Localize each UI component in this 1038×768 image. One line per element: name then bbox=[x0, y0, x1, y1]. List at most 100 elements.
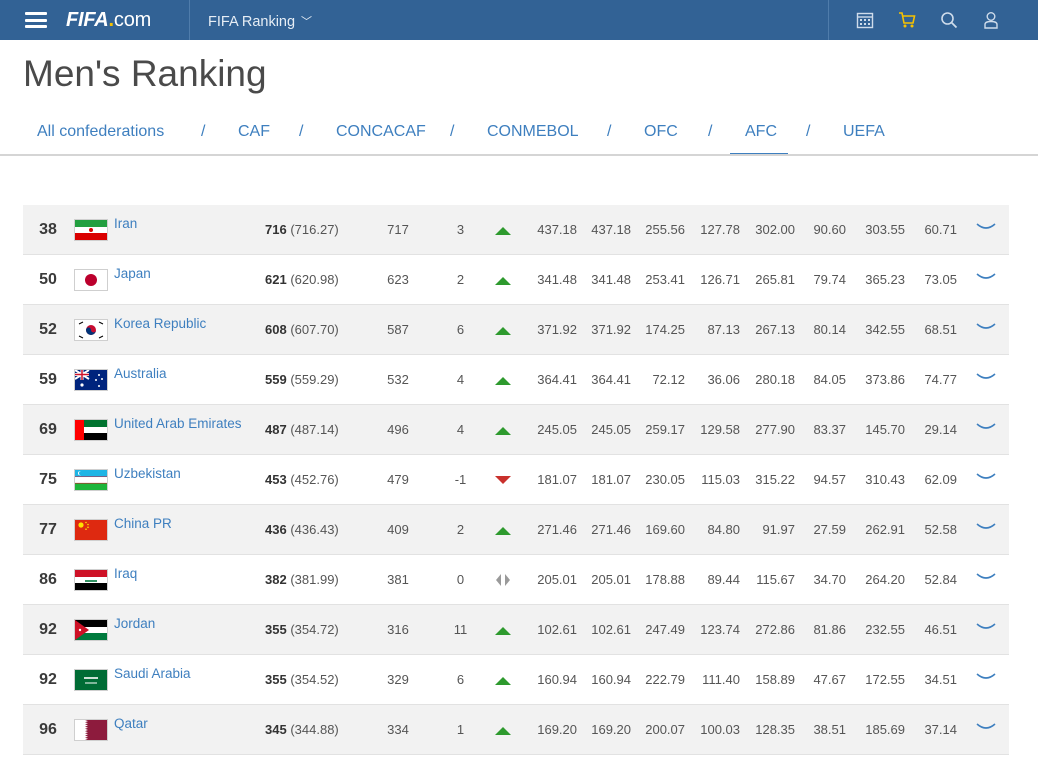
team-name-link[interactable]: Iraq bbox=[114, 566, 138, 581]
team-name-link[interactable]: China PR bbox=[114, 516, 172, 531]
table-row[interactable]: 77 China PR 436 (436.43) 409 2 271.46 27… bbox=[23, 505, 1009, 555]
total-points: 608 (607.70) bbox=[265, 305, 339, 355]
table-row[interactable]: 59 Australia 559 (559.29) 532 4 364.41 3… bbox=[23, 355, 1009, 405]
table-row[interactable]: 38 Iran 716 (716.27) 717 3 437.18 437.18… bbox=[23, 205, 1009, 255]
score-column-5: 158.89 bbox=[755, 672, 795, 687]
rank-up-arrow-icon bbox=[495, 327, 511, 335]
score-column-1: 245.05 bbox=[537, 422, 577, 437]
fifa-logo[interactable]: FIFA.com bbox=[66, 9, 152, 31]
score-column-4: 126.71 bbox=[700, 272, 740, 287]
previous-points: 409 bbox=[387, 522, 409, 537]
score-column-7: 303.55 bbox=[865, 222, 905, 237]
cart-icon[interactable] bbox=[898, 11, 916, 29]
chevron-down-icon[interactable] bbox=[974, 621, 998, 635]
score-column-2: 160.94 bbox=[591, 672, 631, 687]
score-column-2: 371.92 bbox=[591, 322, 631, 337]
hamburger-menu-icon[interactable] bbox=[25, 12, 47, 28]
score-column-8: 60.71 bbox=[924, 222, 957, 237]
chevron-down-icon[interactable] bbox=[974, 571, 998, 585]
score-column-6: 94.57 bbox=[813, 472, 846, 487]
table-row[interactable]: 50 Japan 621 (620.98) 623 2 341.48 341.4… bbox=[23, 255, 1009, 305]
score-column-8: 73.05 bbox=[924, 272, 957, 287]
table-row[interactable]: 75 Uzbekistan 453 (452.76) 479 -1 181.07… bbox=[23, 455, 1009, 505]
tab-ofc[interactable]: OFC bbox=[644, 123, 678, 140]
rank-change: 4 bbox=[456, 422, 465, 437]
chevron-down-icon[interactable] bbox=[974, 221, 998, 235]
score-column-4: 111.40 bbox=[702, 672, 740, 687]
search-icon[interactable] bbox=[940, 11, 958, 29]
chevron-down-icon[interactable] bbox=[974, 521, 998, 535]
table-row[interactable]: 86 Iraq 382 (381.99) 381 0 205.01 205.01… bbox=[23, 555, 1009, 605]
table-row[interactable]: 96 Qatar 345 (344.88) 334 1 169.20 169.2… bbox=[23, 705, 1009, 755]
points-exact: (354.52) bbox=[290, 672, 339, 687]
score-column-8: 62.09 bbox=[924, 472, 957, 487]
tab-uefa[interactable]: UEFA bbox=[843, 123, 885, 140]
score-column-8: 74.77 bbox=[924, 372, 957, 387]
chevron-down-icon[interactable] bbox=[974, 671, 998, 685]
tab-caf[interactable]: CAF bbox=[238, 123, 270, 140]
chevron-down-icon[interactable] bbox=[974, 421, 998, 435]
score-column-1: 364.41 bbox=[537, 372, 577, 387]
tabs-divider bbox=[0, 154, 1038, 156]
saudi-flag bbox=[74, 669, 108, 691]
tab-afc[interactable]: AFC bbox=[745, 123, 777, 140]
tab-separator: / bbox=[806, 123, 811, 140]
score-column-7: 264.20 bbox=[865, 572, 905, 587]
chevron-down-icon[interactable] bbox=[974, 321, 998, 335]
score-column-6: 83.37 bbox=[813, 422, 846, 437]
calendar-icon[interactable] bbox=[856, 11, 874, 29]
score-column-3: 200.07 bbox=[645, 722, 685, 737]
chevron-down-icon[interactable] bbox=[974, 371, 998, 385]
score-column-4: 127.78 bbox=[700, 222, 740, 237]
score-column-5: 272.86 bbox=[755, 622, 795, 637]
ranking-table: 38 Iran 716 (716.27) 717 3 437.18 437.18… bbox=[23, 205, 1009, 768]
team-name-link[interactable]: Uzbekistan bbox=[114, 466, 181, 481]
tab-concacaf[interactable]: CONCACAF bbox=[336, 123, 426, 140]
points-exact: (716.27) bbox=[290, 222, 339, 237]
score-column-7: 145.70 bbox=[865, 422, 905, 437]
previous-points: 623 bbox=[387, 272, 409, 287]
uae-flag-icon bbox=[75, 420, 107, 440]
tab-conmebol[interactable]: CONMEBOL bbox=[487, 123, 579, 140]
table-row[interactable]: 69 United Arab Emirates 487 (487.14) 496… bbox=[23, 405, 1009, 455]
tab-all-confederations[interactable]: All confederations bbox=[37, 123, 165, 140]
score-column-8: 34.51 bbox=[924, 672, 957, 687]
team-name-link[interactable]: Japan bbox=[114, 266, 151, 281]
rank-change: 2 bbox=[456, 272, 465, 287]
qatar-flag bbox=[74, 719, 108, 741]
score-column-3: 169.60 bbox=[645, 522, 685, 537]
team-name-link[interactable]: Qatar bbox=[114, 716, 148, 731]
points-exact: (354.72) bbox=[290, 622, 339, 637]
team-name-link[interactable]: Australia bbox=[114, 366, 167, 381]
chevron-down-icon: ﹀ bbox=[301, 16, 313, 28]
chevron-down-icon[interactable] bbox=[974, 271, 998, 285]
chevron-down-icon[interactable] bbox=[974, 721, 998, 735]
rank-up-arrow-icon bbox=[495, 677, 511, 685]
team-name-link[interactable]: Saudi Arabia bbox=[114, 666, 191, 681]
team-name-link[interactable]: Korea Republic bbox=[114, 316, 207, 331]
team-name-link[interactable]: Iran bbox=[114, 216, 138, 231]
score-column-1: 271.46 bbox=[537, 522, 577, 537]
points-rounded: 559 bbox=[265, 372, 287, 387]
score-column-2: 245.05 bbox=[591, 422, 631, 437]
table-row[interactable]: 92 Jordan 355 (354.72) 316 11 102.61 102… bbox=[23, 605, 1009, 655]
rank-change: 6 bbox=[456, 672, 465, 687]
user-icon[interactable] bbox=[982, 11, 1000, 29]
score-column-1: 181.07 bbox=[537, 472, 577, 487]
rank-change: 2 bbox=[456, 522, 465, 537]
rank-up-arrow-icon bbox=[495, 727, 511, 735]
jordan-flag-icon bbox=[75, 620, 107, 640]
team-name-link[interactable]: United Arab Emirates bbox=[114, 416, 242, 431]
rank-up-arrow-icon bbox=[495, 427, 511, 435]
team-name-link[interactable]: Jordan bbox=[114, 616, 156, 631]
score-column-5: 115.67 bbox=[756, 572, 795, 587]
table-row[interactable]: 52 Korea Republic 608 (607.70) 587 6 371… bbox=[23, 305, 1009, 355]
section-dropdown[interactable]: FIFA Ranking ﹀ bbox=[208, 13, 312, 32]
table-row[interactable]: 92 Saudi Arabia 355 (354.52) 329 6 160.9… bbox=[23, 655, 1009, 705]
score-column-1: 160.94 bbox=[537, 672, 577, 687]
chevron-down-icon[interactable] bbox=[974, 471, 998, 485]
score-column-6: 79.74 bbox=[813, 272, 846, 287]
rank-change: -1 bbox=[454, 472, 467, 487]
score-column-2: 437.18 bbox=[591, 222, 631, 237]
rank-value: 38 bbox=[39, 221, 57, 238]
